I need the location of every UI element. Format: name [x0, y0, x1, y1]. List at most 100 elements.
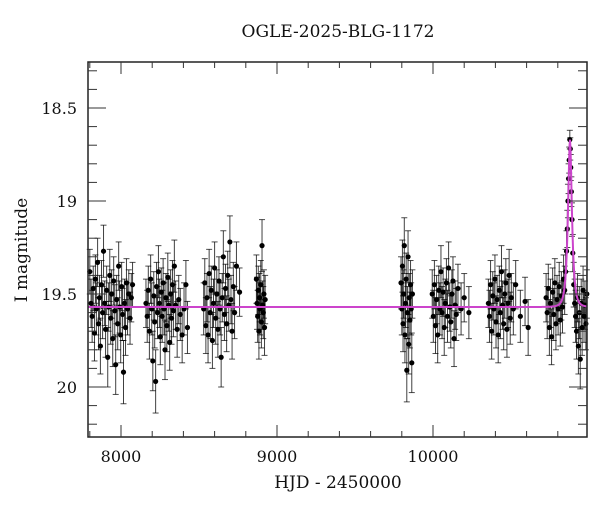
data-point [210, 300, 217, 306]
data-point [148, 276, 154, 282]
data-point [209, 337, 216, 344]
data-point [487, 282, 494, 288]
data-point [100, 248, 107, 254]
chart-title: OGLE-2025-BLG-1172 [241, 22, 435, 42]
data-point [261, 324, 268, 331]
data-point [163, 295, 169, 301]
data-point [144, 313, 150, 319]
model-curve [88, 139, 588, 309]
data-point [116, 263, 122, 269]
data-point [431, 282, 438, 288]
data-point [231, 310, 238, 316]
data-point [177, 311, 183, 318]
data-point [220, 254, 226, 260]
data-point [399, 263, 406, 269]
y-tick-label: 20 [57, 378, 77, 397]
data-point [446, 265, 452, 271]
data-point [174, 326, 180, 332]
data-point [95, 321, 102, 327]
data-point [214, 291, 220, 297]
data-point [409, 291, 416, 297]
data-point [403, 276, 409, 282]
data-point [573, 328, 580, 334]
data-point [112, 308, 118, 314]
data-point [202, 280, 208, 286]
data-point [98, 282, 105, 288]
data-point [404, 310, 411, 316]
data-point [216, 278, 222, 284]
axis-ticks [88, 62, 587, 437]
data-point [559, 304, 566, 310]
data-point [129, 282, 136, 288]
data-point [221, 311, 228, 318]
data-point [402, 332, 408, 338]
plot-frame [87, 61, 588, 438]
data-point [109, 291, 115, 297]
data-point [168, 315, 175, 321]
data-point [153, 378, 159, 385]
data-point [517, 313, 523, 319]
data-point [222, 285, 229, 292]
data-point [110, 336, 116, 342]
y-tick-label: 19.5 [41, 285, 77, 304]
data-point [102, 326, 109, 332]
data-point [505, 300, 511, 306]
data-point [259, 243, 265, 249]
data-point [119, 283, 125, 290]
data-point [225, 272, 231, 278]
data-point [107, 272, 113, 278]
data-point [167, 339, 173, 345]
tick-labels: 8000 9000 10000 18.5 19 19.5 20 [41, 99, 458, 466]
data-point [183, 282, 189, 288]
data-point [159, 313, 165, 319]
data-point [92, 276, 99, 282]
data-point [145, 287, 151, 293]
data-point [451, 336, 457, 342]
data-point [206, 270, 212, 277]
data-point [507, 315, 513, 321]
data-point [253, 276, 260, 282]
data-point [455, 285, 461, 292]
data-point [152, 319, 158, 325]
data-point [91, 330, 98, 336]
data-point [448, 319, 454, 325]
data-point [453, 311, 459, 318]
data-point [548, 334, 555, 340]
data-point [165, 274, 171, 280]
data-point [551, 311, 557, 318]
data-point [96, 295, 103, 301]
data-point [171, 263, 177, 269]
data-point [461, 295, 467, 301]
data-point [406, 341, 412, 347]
data-point [497, 310, 503, 316]
data-point [492, 276, 498, 282]
x-tick-label: 10000 [408, 447, 459, 466]
data-point [504, 326, 510, 332]
data-point [236, 289, 243, 295]
data-point [228, 296, 234, 303]
data-point [405, 254, 411, 260]
data-point [224, 321, 230, 327]
data-point [438, 269, 444, 275]
data-point [404, 367, 410, 373]
data-point [262, 296, 268, 303]
data-point [545, 285, 551, 292]
data-point [522, 298, 528, 305]
data-point [227, 239, 233, 245]
data-point [219, 295, 225, 301]
data-point [258, 282, 264, 288]
data-point [444, 313, 451, 319]
data-point [501, 321, 507, 327]
data-point [233, 263, 240, 269]
data-point [443, 280, 450, 286]
data-point [155, 269, 162, 275]
data-point [215, 326, 221, 332]
data-point [95, 259, 101, 265]
data-point [89, 313, 95, 319]
data-point [449, 291, 455, 297]
data-point [184, 324, 191, 331]
data-point [401, 243, 407, 249]
data-point [503, 280, 509, 286]
x-tick-label: 8000 [101, 447, 142, 466]
